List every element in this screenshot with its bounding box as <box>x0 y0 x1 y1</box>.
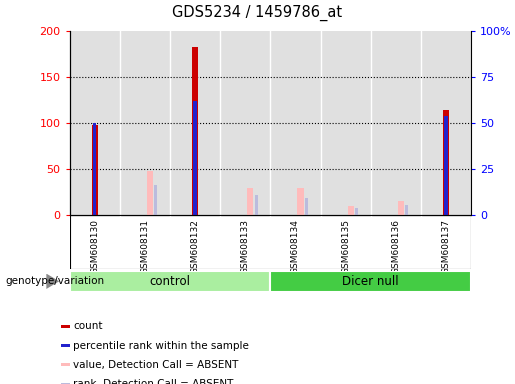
Text: GSM608135: GSM608135 <box>341 219 350 274</box>
Bar <box>355 208 358 215</box>
Bar <box>247 188 253 215</box>
Bar <box>61 325 70 328</box>
Bar <box>61 344 70 347</box>
Bar <box>193 101 197 215</box>
Text: GSM608133: GSM608133 <box>241 219 250 274</box>
Polygon shape <box>46 273 59 289</box>
Bar <box>255 195 258 215</box>
Text: GSM608131: GSM608131 <box>141 219 149 274</box>
Bar <box>61 363 70 366</box>
Bar <box>70 271 270 292</box>
Bar <box>405 205 408 215</box>
Text: genotype/variation: genotype/variation <box>5 276 104 286</box>
Bar <box>154 185 158 215</box>
Text: Dicer null: Dicer null <box>342 275 399 288</box>
Bar <box>444 116 448 215</box>
Text: GSM608137: GSM608137 <box>442 219 451 274</box>
Text: GSM608134: GSM608134 <box>291 219 300 274</box>
Text: GDS5234 / 1459786_at: GDS5234 / 1459786_at <box>173 5 342 21</box>
Bar <box>93 123 96 215</box>
Bar <box>298 188 303 215</box>
Text: GSM608132: GSM608132 <box>191 219 199 274</box>
Bar <box>305 199 308 215</box>
Bar <box>192 47 198 215</box>
Text: percentile rank within the sample: percentile rank within the sample <box>73 341 249 351</box>
Text: GSM608130: GSM608130 <box>90 219 99 274</box>
Bar <box>270 271 471 292</box>
Bar <box>61 382 70 384</box>
Text: GSM608136: GSM608136 <box>391 219 400 274</box>
Bar <box>348 206 354 215</box>
Bar <box>92 125 98 215</box>
Text: rank, Detection Call = ABSENT: rank, Detection Call = ABSENT <box>73 379 234 384</box>
Text: count: count <box>73 321 103 331</box>
Text: control: control <box>149 275 191 288</box>
Bar <box>398 201 404 215</box>
Bar <box>147 171 153 215</box>
Bar <box>443 110 449 215</box>
Text: value, Detection Call = ABSENT: value, Detection Call = ABSENT <box>73 360 238 370</box>
